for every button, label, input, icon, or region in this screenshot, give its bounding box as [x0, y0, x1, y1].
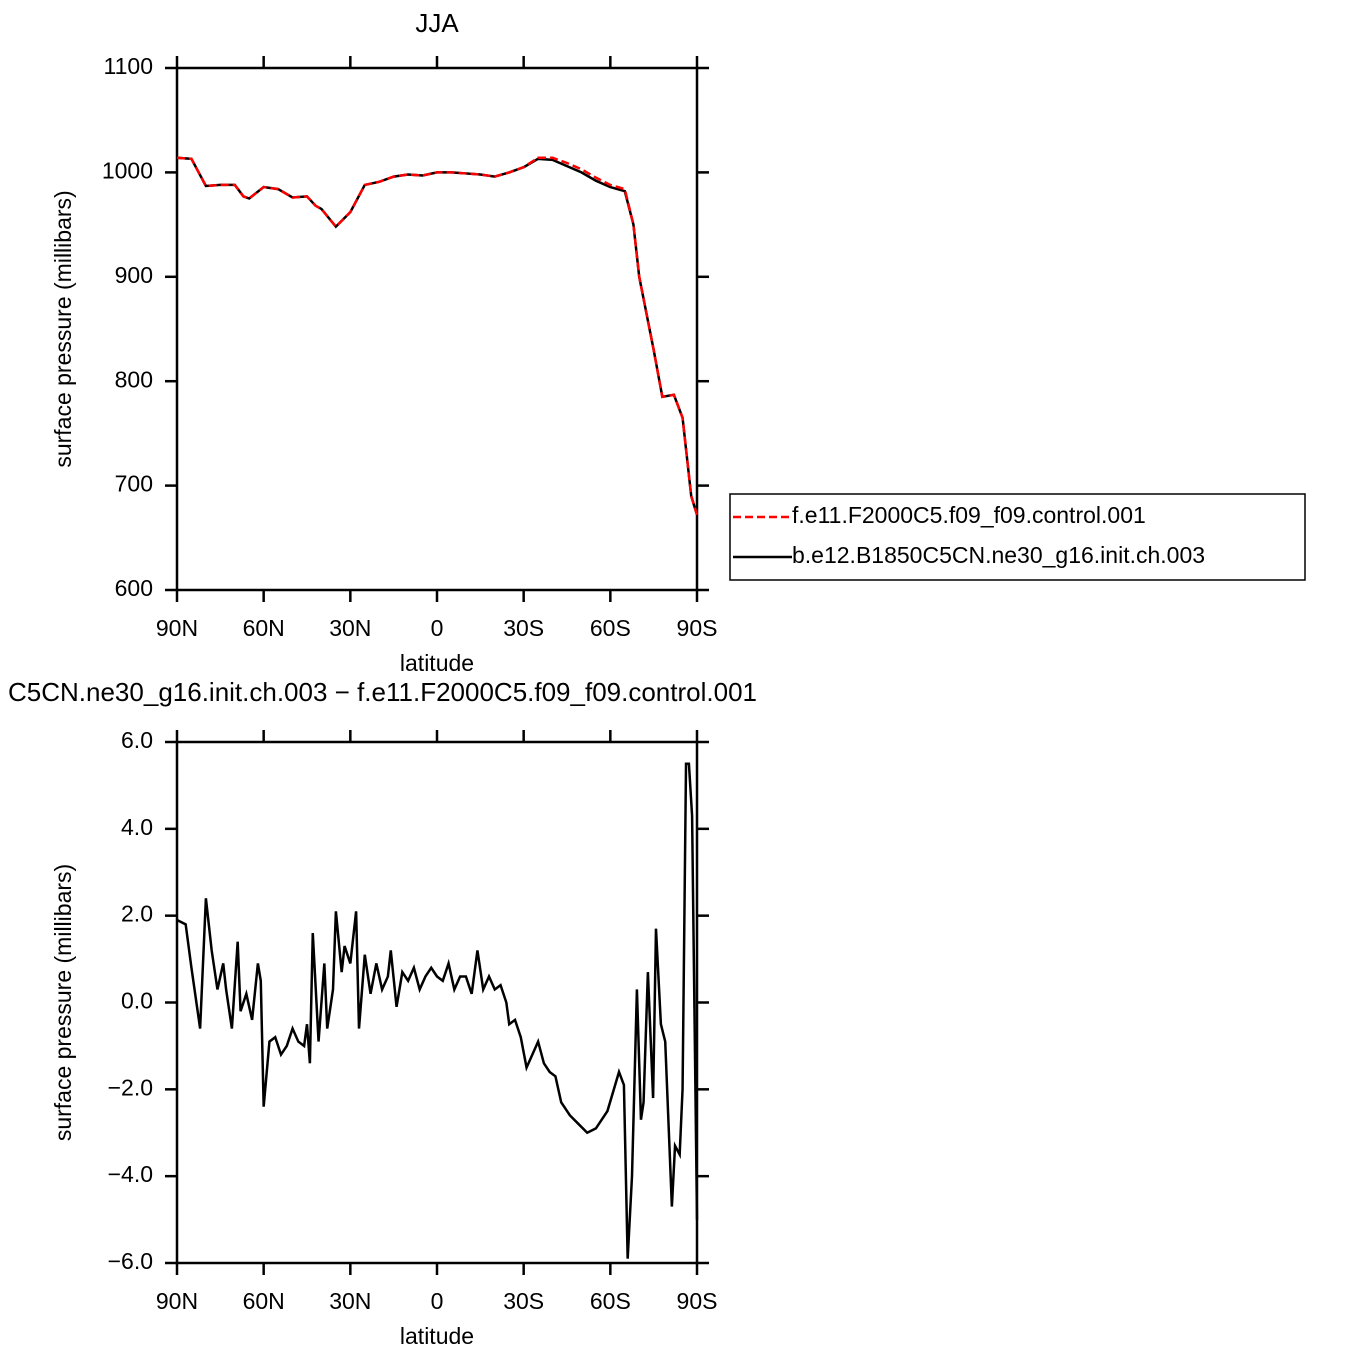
y-tick-label: 600 [115, 575, 153, 601]
x-tick-label: 30N [329, 615, 371, 641]
y-tick-label: 1000 [102, 157, 153, 183]
data-line [176, 156, 699, 516]
y-tick-label: 1100 [104, 53, 153, 79]
x-tick-label: 90N [156, 615, 198, 641]
x-tick-label: 60S [590, 615, 631, 641]
data-line [176, 156, 699, 516]
data-line [176, 762, 699, 1259]
x-tick-label: 60N [243, 1288, 285, 1314]
y-axis-label: surface pressure (millibars) [50, 190, 76, 467]
x-tick-label: 90N [156, 1288, 198, 1314]
plot-frame [175, 740, 699, 1265]
legend-box [729, 493, 1306, 581]
x-tick-label: 0 [431, 615, 444, 641]
y-tick-label: 700 [115, 471, 153, 497]
x-tick-label: 60N [243, 615, 285, 641]
x-tick-label: 30S [503, 1288, 544, 1314]
x-tick-label: 30S [503, 615, 544, 641]
y-tick-label: 2.0 [121, 901, 153, 927]
legend-label: b.e12.B1850C5CN.ne30_g16.init.ch.003 [792, 542, 1205, 568]
x-axis-label: latitude [400, 650, 474, 676]
y-tick-label: 0.0 [121, 988, 153, 1014]
x-tick-label: 90S [677, 1288, 718, 1314]
y-tick-label: −4.0 [108, 1161, 153, 1187]
y-axis-label: surface pressure (millibars) [50, 864, 76, 1141]
x-tick-label: 90S [677, 615, 718, 641]
y-tick-label: −6.0 [108, 1248, 153, 1274]
x-axis-label: latitude [400, 1323, 474, 1349]
x-tick-label: 30N [329, 1288, 371, 1314]
y-tick-label: −2.0 [108, 1074, 153, 1100]
x-tick-label: 0 [431, 1288, 444, 1314]
y-tick-label: 800 [115, 366, 153, 392]
y-tick-label: 900 [115, 262, 153, 288]
plot-frame [175, 66, 699, 592]
y-tick-label: 6.0 [121, 727, 153, 753]
legend-label: f.e11.F2000C5.f09_f09.control.001 [792, 502, 1146, 528]
x-tick-label: 60S [590, 1288, 631, 1314]
chart-title: C5CN.ne30_g16.init.ch.003 − f.e11.F2000C… [8, 677, 757, 707]
chart-title: JJA [415, 8, 459, 38]
y-tick-label: 4.0 [121, 814, 153, 840]
